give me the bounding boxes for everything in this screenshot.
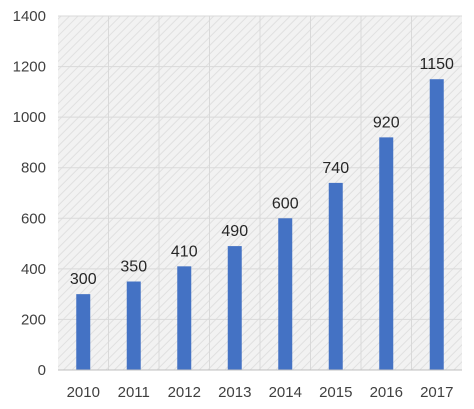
y-tick-label: 800 <box>21 160 46 177</box>
y-tick-label: 1400 <box>13 8 46 25</box>
bar-2016 <box>379 137 394 370</box>
data-label-2016: 920 <box>373 114 400 131</box>
x-tick-label: 2016 <box>370 384 403 401</box>
x-tick-label: 2012 <box>168 384 201 401</box>
x-tick-label: 2010 <box>67 384 100 401</box>
data-labels: 300 350 410 490 600 740 920 1150 <box>70 56 454 288</box>
y-tick-label: 400 <box>21 261 46 278</box>
x-tick-label: 2014 <box>269 384 302 401</box>
bar-2010 <box>76 294 91 370</box>
data-label-2010: 300 <box>70 271 97 288</box>
data-label-2012: 410 <box>171 243 198 260</box>
bar-2011 <box>126 281 141 370</box>
data-label-2013: 490 <box>221 223 248 240</box>
gridlines <box>58 15 462 370</box>
y-tick-label: 0 <box>38 362 46 379</box>
x-tick-label: 2011 <box>118 384 150 401</box>
bar-2013 <box>227 246 242 370</box>
y-tick-label: 1200 <box>13 59 46 76</box>
bar-2017 <box>429 79 444 370</box>
x-tick-label: 2015 <box>319 384 352 401</box>
y-tick-label: 200 <box>21 311 46 328</box>
x-tick-label: 2013 <box>218 384 251 401</box>
data-label-2014: 600 <box>272 195 299 212</box>
bar-2014 <box>278 218 293 370</box>
data-label-2015: 740 <box>322 160 349 177</box>
y-tick-label: 1000 <box>13 109 46 126</box>
data-label-2011: 350 <box>120 259 147 276</box>
y-axis-ticks: 0 200 400 600 800 1000 1200 1400 <box>13 8 46 379</box>
bars <box>76 79 444 370</box>
x-axis-ticks: 2010 2011 2012 2013 2014 2015 2016 2017 <box>67 384 454 401</box>
x-tick-label: 2017 <box>420 384 453 401</box>
data-label-2017: 1150 <box>420 56 455 73</box>
y-tick-label: 600 <box>21 210 46 227</box>
bar-2015 <box>328 182 343 370</box>
bar-2012 <box>177 266 192 370</box>
